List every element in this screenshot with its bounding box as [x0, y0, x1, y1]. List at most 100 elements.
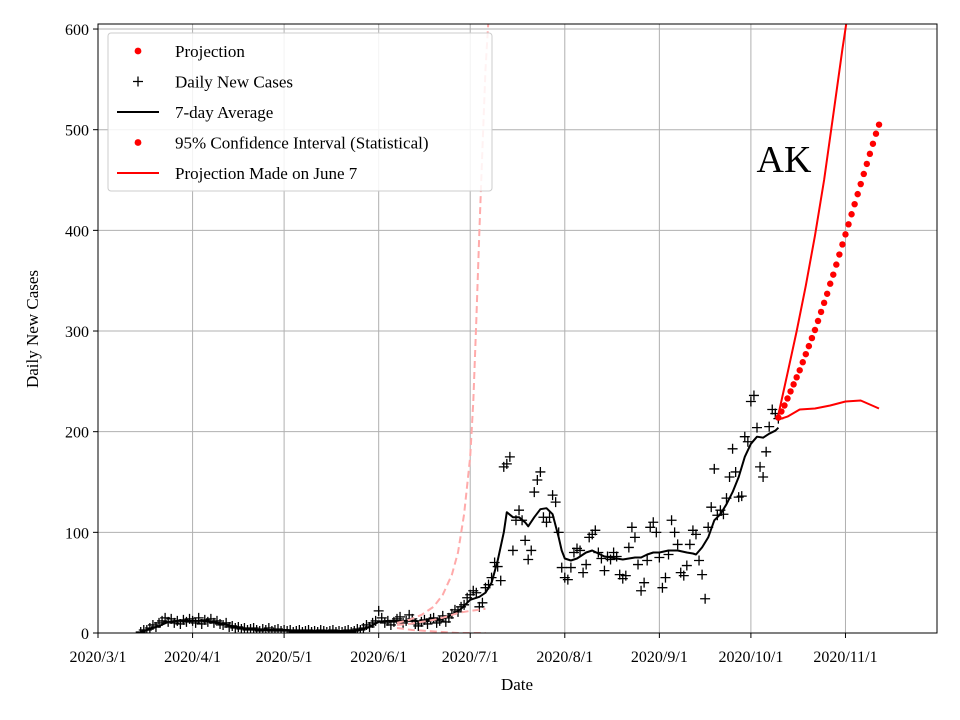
data-point — [373, 605, 384, 616]
series-projection-made-on-june-7-center — [396, 607, 486, 626]
data-point — [642, 555, 653, 566]
legend-entry: 7-day Average — [117, 103, 273, 122]
y-tick-label: 200 — [65, 425, 89, 442]
data-point — [805, 342, 813, 350]
x-tick-label: 2020/3/1 — [70, 649, 127, 666]
data-point — [875, 121, 883, 128]
y-tick-label: 600 — [65, 22, 89, 39]
data-point — [700, 593, 711, 604]
y-tick-label: 0 — [81, 626, 89, 643]
x-tick-label: 2020/9/1 — [631, 649, 688, 666]
y-tick-label: 100 — [65, 525, 89, 542]
data-point — [842, 231, 849, 238]
data-point — [799, 359, 806, 366]
data-point — [836, 251, 843, 258]
data-point — [428, 612, 439, 623]
series-95-confidence-interval-statistical-lower — [778, 399, 880, 421]
data-point — [751, 422, 762, 433]
data-point — [787, 388, 794, 395]
legend-entry: Projection Made on June 7 — [117, 164, 358, 183]
data-point — [471, 587, 482, 598]
x-tick-label: 2020/11/1 — [813, 649, 877, 666]
data-point — [730, 466, 741, 477]
legend-marker — [134, 139, 142, 146]
data-point — [817, 308, 825, 316]
data-point — [669, 527, 680, 538]
data-point — [784, 395, 791, 402]
data-point — [724, 471, 735, 482]
data-point — [761, 446, 772, 457]
data-point — [830, 271, 837, 278]
data-point — [790, 381, 797, 388]
y-tick-label: 500 — [65, 123, 89, 140]
legend-marker — [134, 47, 142, 55]
data-point — [802, 350, 810, 358]
legend-label: Daily New Cases — [175, 73, 293, 92]
data-point — [529, 487, 540, 498]
data-point — [575, 545, 586, 556]
data-point — [514, 505, 525, 516]
y-tick-label: 300 — [65, 324, 89, 341]
data-point — [636, 585, 647, 596]
data-point — [811, 326, 819, 334]
data-point — [727, 443, 738, 454]
data-point — [808, 334, 816, 342]
data-point — [565, 562, 576, 573]
data-point — [633, 559, 644, 570]
y-axis-label: Daily New Cases — [23, 270, 42, 388]
data-point — [848, 211, 855, 218]
series-line — [396, 607, 486, 626]
data-point — [599, 565, 610, 576]
legend: Projection Daily New Cases 7-day Average 95… — [107, 32, 493, 192]
data-point — [851, 200, 858, 208]
data-point — [550, 497, 561, 508]
data-point — [694, 555, 705, 566]
x-tick-label: 2020/8/1 — [536, 649, 593, 666]
legend-entry: 95% Confidence Interval (Statistical) — [134, 134, 429, 153]
data-point — [651, 527, 662, 538]
legend-label: 95% Confidence Interval (Statistical) — [175, 134, 429, 153]
data-point — [526, 545, 537, 556]
data-point — [823, 290, 831, 297]
x-tick-label: 2020/7/1 — [442, 649, 499, 666]
data-point — [764, 421, 775, 432]
data-point — [611, 551, 622, 562]
data-point — [839, 241, 846, 248]
data-point — [660, 572, 671, 583]
x-axis-label: Date — [501, 675, 533, 694]
series-projection-made-on-june-7-lower — [396, 627, 486, 633]
x-tick-label: 2020/10/1 — [718, 649, 783, 666]
data-point — [745, 396, 756, 407]
data-point — [657, 582, 668, 593]
data-point — [827, 280, 834, 287]
series-line — [140, 426, 780, 633]
data-point — [562, 574, 573, 585]
data-point — [501, 458, 512, 469]
series-line — [777, 24, 848, 415]
data-point — [648, 517, 659, 528]
data-point — [605, 554, 616, 565]
data-point — [678, 570, 689, 581]
legend-entry: Projection — [134, 42, 245, 61]
data-point — [532, 474, 543, 485]
data-point — [755, 461, 766, 472]
data-point — [504, 451, 515, 462]
ticks-group: 2020/3/1 2020/4/1 2020/5/1 2020/6/1 2020/7/1… — [65, 22, 878, 666]
data-point — [620, 570, 631, 581]
legend-label: Projection — [175, 42, 245, 61]
x-tick-label: 2020/4/1 — [164, 649, 221, 666]
data-point — [857, 180, 864, 188]
data-point — [654, 552, 665, 563]
y-tick-label: 400 — [65, 223, 89, 240]
data-point — [845, 221, 852, 228]
data-point — [629, 532, 640, 543]
data-point — [748, 390, 759, 401]
data-point — [739, 431, 750, 442]
data-point — [507, 545, 518, 556]
data-point — [541, 517, 552, 528]
data-point — [434, 615, 445, 626]
state-label: AK — [757, 139, 812, 181]
data-point — [639, 577, 650, 588]
data-point — [860, 170, 867, 178]
